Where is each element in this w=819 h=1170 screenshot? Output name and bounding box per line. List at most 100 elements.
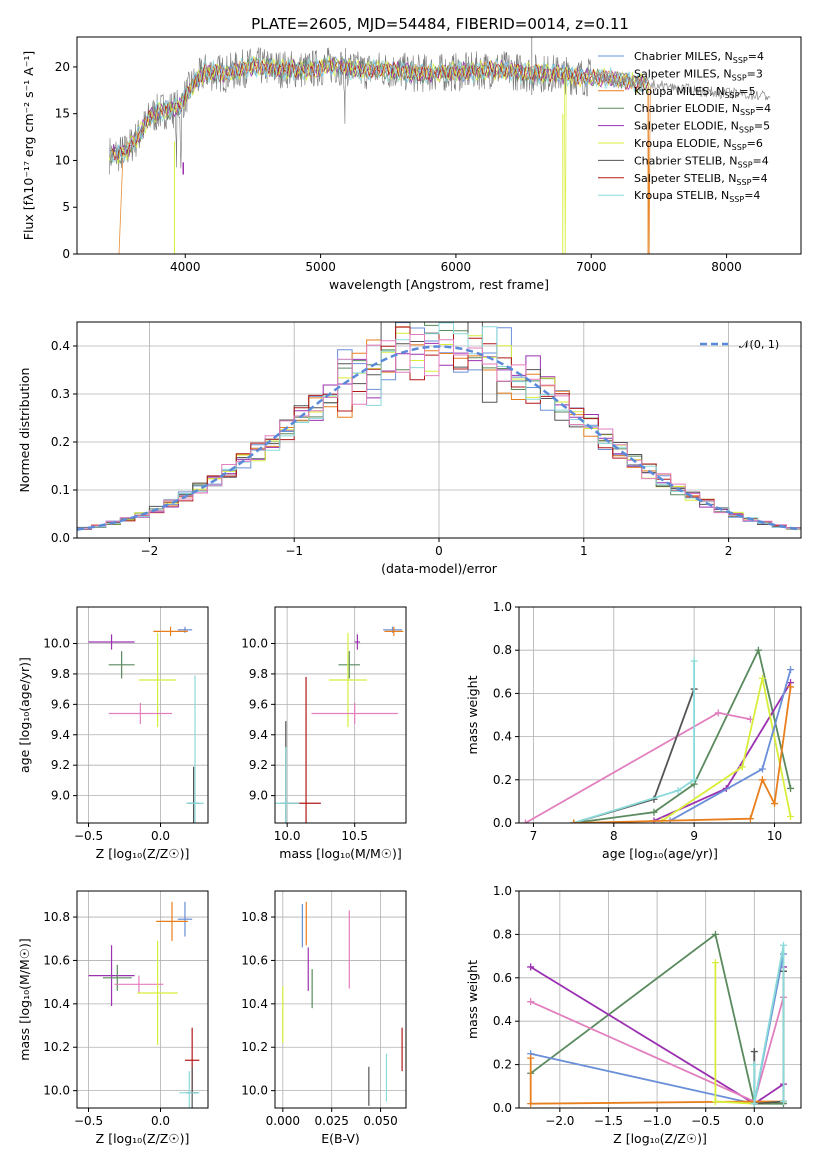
x-tick-label: 10.0 <box>274 829 301 843</box>
histogram-steps <box>77 334 801 530</box>
x-tick-label: 0 <box>435 544 443 558</box>
weight-point-marker <box>758 765 766 773</box>
weight-line <box>573 686 792 823</box>
weight-line <box>573 688 695 823</box>
y-tick-label: 10.6 <box>241 953 268 967</box>
legend-entry: Kroupa ELODIE, NSSP=6 <box>634 137 763 152</box>
y-tick-label: 10.0 <box>241 637 268 651</box>
y-tick-label: 0.1 <box>51 483 70 497</box>
y-tick-label: 9.2 <box>249 758 268 772</box>
x-tick-label: 10 <box>767 829 782 843</box>
y-tick-label: 0.6 <box>493 971 512 985</box>
plot-area-mass-vs-Z <box>77 891 208 1108</box>
axes-frame <box>76 36 802 255</box>
y-tick-label: 1.0 <box>493 884 512 898</box>
spectrum-model-line <box>109 58 649 161</box>
legend-entry: Kroupa STELIB, NSSP=4 <box>634 189 760 204</box>
plot-area-residuals <box>77 322 801 538</box>
weight-point-marker <box>711 930 719 938</box>
x-tick-label: 1 <box>580 544 588 558</box>
y-tick-label: 0.2 <box>493 1058 512 1072</box>
x-axis-label: Z [log₁₀(Z/Z☉)] <box>96 1131 190 1146</box>
plot-area-spectrum <box>109 37 771 254</box>
weight-point-marker <box>746 815 754 823</box>
y-tick-label: 9.2 <box>51 758 70 772</box>
weight-line <box>524 711 751 823</box>
panel-mass-weight-vs-age: 7 8 9 10 0.0 0.2 0.4 0.6 0.8 1.0 age [log₁₀(age/yr… <box>465 600 802 861</box>
weight-point-marker <box>758 674 766 682</box>
figure-title: PLATE=2605, MJD=54484, FIBERID=0014, z=0… <box>251 15 629 33</box>
panel-mass-vs-Z: −0.5 0.0 10.0 10.2 10.4 10.6 10.8 Z [log₁₀(Z/Z☉… <box>17 890 209 1146</box>
weight-point-marker <box>690 657 698 665</box>
axes-frame <box>274 890 407 1109</box>
x-axis-label: Z [log₁₀(Z/Z☉)] <box>613 1131 707 1146</box>
x-tick-label: 5000 <box>305 260 336 274</box>
y-tick-label: 9.0 <box>249 789 268 803</box>
weight-point-marker <box>787 813 795 821</box>
plot-area-age-vs-Z <box>77 607 208 823</box>
y-tick-label: 0.4 <box>493 730 512 744</box>
weight-point-marker <box>750 1100 758 1108</box>
y-tick-label: 0 <box>62 247 70 261</box>
x-tick-label: 7 <box>530 829 538 843</box>
y-axis-label: mass [log₁₀(M/M☉)] <box>17 938 32 1060</box>
weight-line <box>530 932 784 1105</box>
panel-residuals: −2 −1 0 1 2 0.0 0.1 0.2 0.3 0.4 (data-model)/error… <box>17 321 802 576</box>
y-tick-label: 0.2 <box>493 773 512 787</box>
spectrum-model-line <box>109 56 649 254</box>
weight-point-marker <box>787 784 795 792</box>
panel-mass-vs-EBV: 0.000 0.025 0.050 10.0 10.2 10.4 10.6 10.8 E(B-V… <box>241 890 407 1146</box>
normal-curve <box>77 345 801 531</box>
plot-area-mass-vs-EBV <box>275 891 406 1108</box>
legend-entry: Chabrier STELIB, NSSP=4 <box>634 154 769 169</box>
x-tick-label: −1.0 <box>643 1114 672 1128</box>
x-tick-label: 0.0 <box>745 1114 764 1128</box>
y-axis-label: mass weight <box>465 675 480 754</box>
weight-point-marker <box>750 1048 758 1056</box>
x-tick-label: −0.5 <box>74 1114 103 1128</box>
x-axis-label: mass [log₁₀(M/M☉)] <box>279 846 401 861</box>
y-tick-label: 9.8 <box>249 667 268 681</box>
weight-point-marker <box>758 776 766 784</box>
y-tick-label: 5 <box>62 200 70 214</box>
legend-entry: Chabrier MILES, NSSP=4 <box>634 50 764 65</box>
legend-entry: Kroupa MILES, NSSP=5 <box>634 85 756 100</box>
axes-frame <box>76 606 209 824</box>
legend-entry: Salpeter STELIB, NSSP=4 <box>634 172 768 187</box>
y-tick-label: 9.8 <box>51 667 70 681</box>
weight-point-marker <box>674 787 682 795</box>
weight-point-marker <box>711 1097 719 1105</box>
y-tick-label: 9.0 <box>51 789 70 803</box>
y-tick-label: 10.0 <box>43 1084 70 1098</box>
x-tick-label: 6000 <box>441 260 472 274</box>
y-tick-label: 0.0 <box>493 816 512 830</box>
y-tick-label: 10.2 <box>241 1040 268 1054</box>
x-tick-label: −1.5 <box>594 1114 623 1128</box>
weight-line <box>573 661 695 823</box>
weight-point-marker <box>650 808 658 816</box>
x-tick-label: −2 <box>141 544 159 558</box>
panel-age-vs-Z: −0.5 0.0 9.0 9.2 9.4 9.6 9.8 10.0 Z [log₁₀(Z/Z☉)… <box>17 606 209 861</box>
histogram-steps <box>77 322 801 530</box>
x-axis-label: wavelength [Angstrom, rest frame] <box>329 277 549 292</box>
weight-point-marker <box>787 683 795 691</box>
x-tick-label: 0.0 <box>151 1114 170 1128</box>
x-tick-label: 0.000 <box>266 1114 300 1128</box>
weight-point-marker <box>714 709 722 717</box>
y-tick-label: 10.8 <box>43 910 70 924</box>
y-tick-label: 20 <box>55 60 70 74</box>
y-tick-label: 0.4 <box>493 1014 512 1028</box>
plot-area-age-vs-mass <box>275 607 406 823</box>
y-tick-label: 9.4 <box>249 728 268 742</box>
weight-point-marker <box>770 800 778 808</box>
weight-line <box>753 945 785 1104</box>
y-tick-label: 0.4 <box>51 339 70 353</box>
weight-line <box>661 678 792 822</box>
panel-spectrum: 4000 5000 6000 7000 8000 0 5 10 15 20 wavelength [… <box>21 36 802 292</box>
x-tick-label: 0.025 <box>315 1114 349 1128</box>
y-tick-label: 0.8 <box>493 643 512 657</box>
axes-frame <box>518 890 802 1109</box>
plot-area-mass-weight-vs-age <box>519 607 801 823</box>
spectrum-red-line <box>590 72 771 101</box>
